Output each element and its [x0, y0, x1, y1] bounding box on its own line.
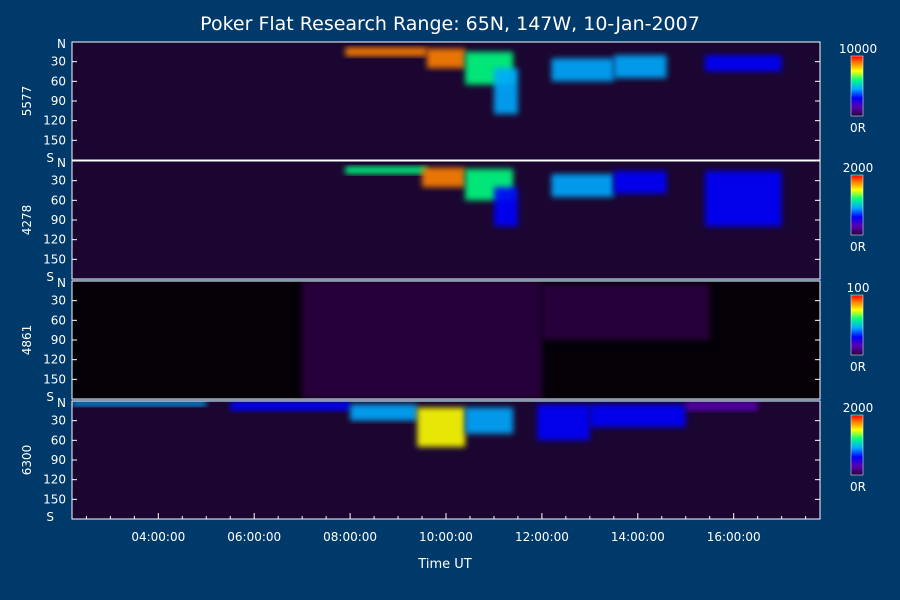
y-tick-label: 120 [43, 473, 66, 487]
colorbar [850, 294, 864, 356]
colorbar-max-label: 100 [847, 281, 870, 295]
emission-feature [613, 170, 667, 194]
emission-feature [537, 404, 590, 441]
colorbar-max-label: 2000 [843, 161, 874, 175]
y-tick-label: 90 [51, 333, 66, 347]
x-tick-label: 10:00:00 [419, 530, 473, 544]
emission-feature [230, 401, 351, 411]
x-tick-label: 08:00:00 [323, 530, 377, 544]
panel-5577: 30 60 90 120 150 N S 5577 10000 0R [20, 37, 877, 165]
colorbar-min-label: 0R [850, 240, 866, 254]
emission-feature [417, 407, 466, 447]
y-tick-label: 60 [51, 74, 66, 88]
x-tick-label: 12:00:00 [515, 530, 569, 544]
emission-feature [551, 58, 614, 82]
emission-feature [613, 55, 667, 79]
colorbar [850, 174, 864, 236]
colorbar [850, 414, 864, 476]
panel-ylabel: 6300 [20, 445, 34, 476]
emission-feature [493, 187, 518, 227]
emission-feature [345, 47, 427, 57]
panel-ylabel: 4278 [20, 205, 34, 236]
y-axis-south-label: S [46, 270, 54, 284]
colorbar-max-label: 10000 [839, 42, 877, 56]
y-axis-north-label: N [57, 276, 66, 290]
y-tick-label: 90 [51, 453, 66, 467]
y-tick-label: 30 [51, 174, 66, 188]
panel-ylabel: 5577 [20, 86, 34, 117]
x-tick-label: 04:00:00 [131, 530, 185, 544]
x-tick-label: 14:00:00 [611, 530, 665, 544]
panel-4278: 30 60 90 120 150 N S 4278 2000 0R [20, 156, 873, 284]
y-axis-north-label: N [57, 396, 66, 410]
chart-title: Poker Flat Research Range: 65N, 147W, 10… [200, 13, 700, 35]
y-tick-label: 30 [51, 414, 66, 428]
y-tick-label: 150 [43, 252, 66, 266]
colorbar-min-label: 0R [850, 480, 866, 494]
y-tick-label: 120 [43, 114, 66, 128]
panel-features [345, 47, 782, 115]
x-axis-label: Time UT [417, 557, 471, 572]
y-tick-label: 30 [51, 294, 66, 308]
panel-features [345, 166, 782, 227]
y-axis-south-label: S [46, 510, 54, 524]
y-tick-label: 90 [51, 213, 66, 227]
emission-feature [465, 407, 514, 434]
colorbar-max-label: 2000 [843, 401, 874, 415]
emission-feature [493, 68, 518, 115]
x-tick-label: 06:00:00 [227, 530, 281, 544]
emission-feature [302, 281, 542, 399]
y-tick-label: 120 [43, 233, 66, 247]
colorbar [850, 55, 864, 117]
x-tick-label: 16:00:00 [707, 530, 761, 544]
y-axis-south-label: S [46, 390, 54, 404]
y-tick-label: 60 [51, 433, 66, 447]
emission-feature [72, 401, 207, 407]
y-tick-label: 150 [43, 372, 66, 386]
y-tick-label: 90 [51, 94, 66, 108]
panel-4861: 30 60 90 120 150 N S 4861 100 0R [20, 276, 869, 404]
y-tick-label: 150 [43, 133, 66, 147]
emission-feature [704, 55, 782, 72]
emission-feature [422, 167, 466, 188]
emission-feature [350, 404, 418, 421]
panel-ylabel: 4861 [20, 325, 34, 356]
y-tick-label: 60 [51, 193, 66, 207]
emission-feature [541, 284, 710, 340]
emission-feature [704, 170, 782, 227]
colorbar-min-label: 0R [850, 360, 866, 374]
panel-features [72, 401, 758, 447]
colorbar-min-label: 0R [850, 121, 866, 135]
y-axis-south-label: S [46, 151, 54, 165]
y-tick-label: 60 [51, 313, 66, 327]
emission-feature [426, 48, 466, 69]
y-tick-label: 120 [43, 353, 66, 367]
panel-6300: 30 60 90 120 150 N S 6300 2000 0R [20, 396, 873, 524]
emission-feature [685, 401, 758, 411]
panel-features [302, 281, 710, 399]
y-tick-label: 150 [43, 492, 66, 506]
emission-feature [589, 404, 686, 428]
emission-feature [551, 174, 614, 198]
y-axis-north-label: N [57, 156, 66, 170]
emission-feature [345, 166, 427, 175]
y-axis-north-label: N [57, 37, 66, 51]
y-tick-label: 30 [51, 55, 66, 69]
